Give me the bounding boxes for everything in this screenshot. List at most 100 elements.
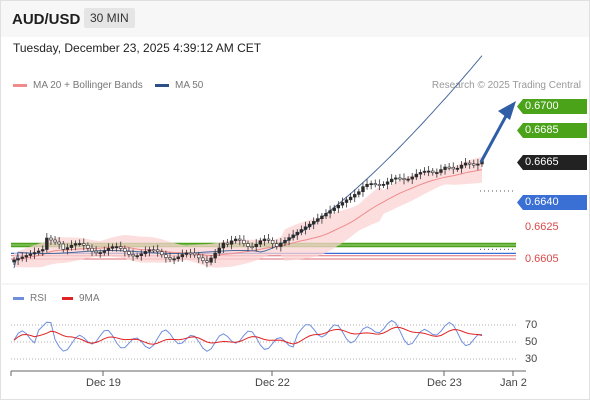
candle-body bbox=[398, 177, 402, 180]
candle-body bbox=[73, 243, 78, 246]
candle-body bbox=[180, 254, 185, 258]
candle-body bbox=[28, 253, 33, 256]
level-tag-0.6640: 0.6640 bbox=[517, 195, 587, 210]
candle-body bbox=[32, 252, 37, 255]
candle-body bbox=[320, 215, 324, 219]
candle-body bbox=[381, 183, 386, 186]
candle-body bbox=[303, 226, 308, 230]
candle-body bbox=[143, 251, 148, 255]
candle-body bbox=[119, 246, 123, 249]
candle-body bbox=[262, 238, 267, 242]
candle-body bbox=[201, 257, 205, 262]
candle-body bbox=[361, 186, 365, 192]
candle-body bbox=[476, 163, 480, 166]
candle-body bbox=[217, 247, 221, 254]
candle-body bbox=[114, 246, 119, 249]
candle-body bbox=[295, 231, 299, 236]
candle-body bbox=[250, 246, 254, 248]
ma20-swatch bbox=[13, 83, 27, 87]
candle-body bbox=[410, 176, 414, 180]
candle-body bbox=[348, 196, 353, 201]
rsi-ma-swatch bbox=[62, 296, 73, 300]
rsi-tick-70: 70 bbox=[525, 319, 538, 331]
level-tag-0.6685: 0.6685 bbox=[517, 123, 587, 138]
candle-body bbox=[246, 243, 250, 247]
candle-body bbox=[98, 252, 102, 255]
candle-body bbox=[82, 243, 86, 246]
timeframe-button[interactable]: 30 MIN bbox=[84, 8, 135, 28]
candle-body bbox=[467, 162, 472, 165]
candle-body bbox=[12, 259, 16, 263]
candle-body bbox=[233, 238, 238, 242]
candle-body bbox=[365, 183, 369, 187]
candle-body bbox=[24, 255, 29, 258]
candle-body bbox=[213, 252, 217, 259]
candle-body bbox=[344, 199, 349, 203]
projection-arrowhead bbox=[498, 101, 516, 120]
candle-body bbox=[135, 255, 139, 258]
candle-body bbox=[123, 248, 127, 252]
candle-body bbox=[431, 170, 435, 173]
candle-body bbox=[164, 254, 168, 258]
x-tick-dec22: Dec 22 bbox=[255, 377, 290, 389]
candle-body bbox=[69, 244, 74, 248]
candle-body bbox=[155, 249, 160, 252]
candle-body bbox=[168, 257, 172, 260]
candle-body bbox=[238, 238, 242, 241]
candle-body bbox=[131, 254, 135, 257]
x-tick-dec19: Dec 19 bbox=[86, 377, 121, 389]
candle-body bbox=[340, 202, 345, 206]
candle-body bbox=[311, 221, 316, 225]
candle-body bbox=[242, 239, 246, 244]
level-label-0.6625: 0.6625 bbox=[525, 221, 559, 233]
rsi-ma-legend-label: 9MA bbox=[79, 293, 100, 304]
candle-body bbox=[16, 258, 20, 261]
candle-body bbox=[385, 181, 390, 185]
rsi-line bbox=[13, 319, 483, 352]
ma20-legend: MA 20 + Bollinger Bands bbox=[13, 80, 143, 91]
ma50-line bbox=[13, 55, 483, 269]
candle-body bbox=[307, 223, 312, 228]
rsi-legend-label: RSI bbox=[30, 293, 47, 304]
candle-body bbox=[127, 251, 131, 255]
candle-body bbox=[110, 246, 115, 249]
candle-body bbox=[402, 178, 406, 180]
candle-body bbox=[369, 183, 373, 186]
candle-body bbox=[353, 194, 357, 198]
candle-body bbox=[299, 229, 304, 233]
candle-body bbox=[61, 243, 65, 250]
rsi-swatch bbox=[13, 296, 24, 300]
candle-body bbox=[53, 239, 57, 243]
candle-body bbox=[447, 166, 451, 169]
candle-body bbox=[94, 250, 98, 254]
candle-body bbox=[188, 252, 193, 255]
candle-body bbox=[49, 237, 53, 241]
candle-body bbox=[443, 166, 447, 170]
candle-body bbox=[455, 167, 460, 170]
candle-body bbox=[377, 184, 382, 186]
copyright-text: Research © 2025 Trading Central bbox=[431, 80, 581, 91]
candle-body bbox=[90, 247, 94, 252]
candle-body bbox=[36, 250, 41, 253]
candle-body bbox=[283, 240, 287, 244]
candle-body bbox=[406, 178, 410, 181]
rsi-ma-legend: 9MA bbox=[62, 293, 100, 304]
candle-body bbox=[86, 244, 90, 249]
candle-body bbox=[106, 248, 111, 252]
candle-body bbox=[229, 240, 234, 245]
level-tag-0.6700: 0.6700 bbox=[517, 99, 587, 114]
candle-body bbox=[41, 249, 45, 252]
rsi-legend: RSI bbox=[13, 293, 47, 304]
level-label-0.6605: 0.6605 bbox=[525, 253, 559, 265]
candle-body bbox=[151, 249, 156, 252]
candle-body bbox=[147, 249, 152, 252]
candle-body bbox=[176, 256, 180, 260]
candle-body bbox=[287, 237, 291, 241]
rsi-tick-50: 50 bbox=[525, 336, 538, 348]
candle-body bbox=[184, 252, 189, 255]
candle-body bbox=[357, 191, 361, 195]
chart-header: AUD/USD 30 MIN bbox=[1, 1, 589, 37]
candle-body bbox=[463, 162, 468, 166]
candle-body bbox=[20, 256, 24, 259]
